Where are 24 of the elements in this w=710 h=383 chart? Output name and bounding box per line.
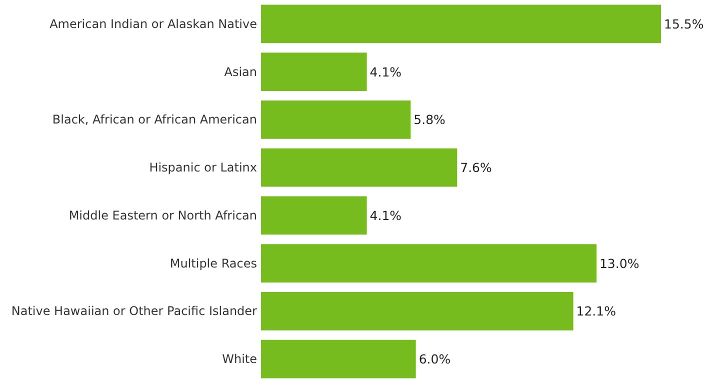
- bar: [261, 340, 416, 378]
- data-label: 13.0%: [599, 256, 640, 271]
- data-label: 7.6%: [460, 160, 492, 176]
- data-label: 4.1%: [370, 208, 402, 223]
- y-tick-label: American Indian or Alaskan Native: [50, 16, 257, 31]
- bar: [261, 148, 458, 187]
- bar: [261, 52, 367, 91]
- y-tick-label: Middle Eastern or North African: [68, 208, 257, 222]
- bar: [261, 244, 596, 282]
- y-tick-label: Native Hawaiian or Other Pacific Islander: [11, 304, 258, 318]
- y-tick-label: White: [222, 352, 257, 366]
- data-label: 15.5%: [664, 16, 704, 32]
- bar: [261, 4, 661, 44]
- bar: [261, 196, 367, 235]
- bar: [261, 100, 411, 139]
- data-label: 6.0%: [418, 352, 451, 367]
- data-label: 5.8%: [414, 112, 446, 128]
- data-label: 12.1%: [576, 304, 616, 319]
- bar: [261, 292, 574, 330]
- y-tick-label: Asian: [224, 64, 257, 79]
- y-tick-label: Hispanic or Latinx: [149, 160, 257, 175]
- data-label: 4.1%: [370, 64, 402, 80]
- y-tick-label: Multiple Races: [170, 256, 257, 270]
- y-tick-label: Black, African or African American: [52, 112, 257, 127]
